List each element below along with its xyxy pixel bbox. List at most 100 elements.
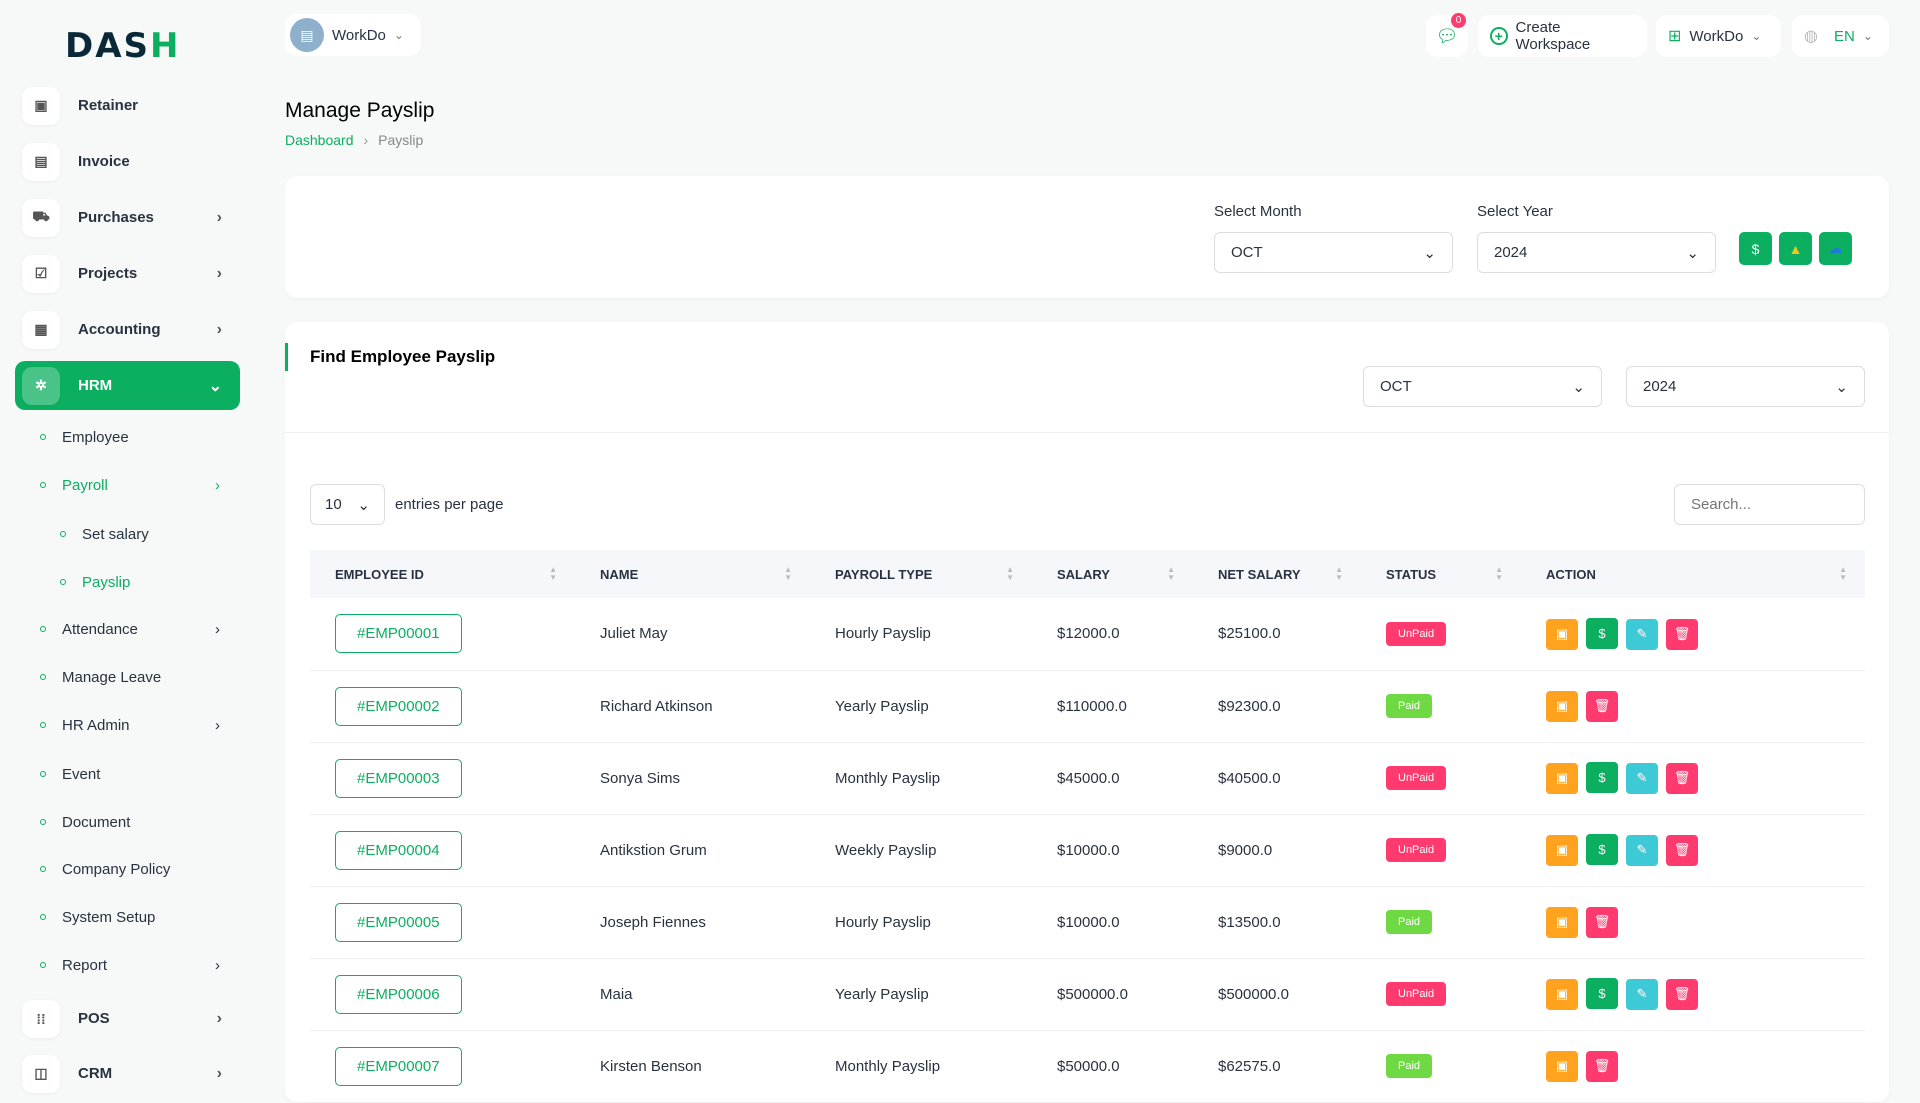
mark-paid-button[interactable]: $: [1586, 978, 1618, 1010]
messages-button[interactable]: 💬︎ 0: [1426, 13, 1468, 57]
view-payslip-button[interactable]: ▣: [1546, 618, 1578, 650]
plus-circle-icon: +: [1490, 27, 1508, 45]
workspace-menu[interactable]: ⊞ WorkDo ⌄: [1656, 15, 1781, 57]
sidebar-item-label: Projects: [78, 265, 138, 282]
delete-button[interactable]: 🗑︎: [1666, 618, 1698, 650]
salary: $10000.0: [1032, 814, 1193, 887]
trash-icon: 🗑︎: [1593, 1058, 1611, 1073]
employee-id-button[interactable]: #EMP00001: [335, 614, 462, 654]
column-header[interactable]: ACTION ▲ ▼: [1521, 550, 1865, 598]
sidebar-sub-attendance[interactable]: Attendance ›: [40, 614, 230, 644]
employee-id-button[interactable]: #EMP00002: [335, 686, 462, 726]
sidebar-item-hrm[interactable]: ✲ HRM ⌄: [15, 361, 240, 410]
sidebar-sub-system-setup[interactable]: System Setup: [40, 902, 230, 932]
trash-icon: 🗑︎: [1593, 914, 1611, 929]
file-icon: ▤: [22, 142, 60, 181]
employee-id-button[interactable]: #EMP00004: [335, 830, 462, 870]
sidebar-item-retainer[interactable]: ▣ Retainer: [15, 81, 240, 130]
sidebar-item-purchases[interactable]: ⛟ Purchases ›: [15, 193, 240, 242]
delete-button[interactable]: 🗑︎: [1666, 978, 1698, 1010]
sidebar-item-accounting[interactable]: ▦ Accounting ›: [15, 305, 240, 354]
delete-button[interactable]: 🗑︎: [1586, 1050, 1618, 1082]
delete-button[interactable]: 🗑︎: [1666, 762, 1698, 794]
find-month-select[interactable]: OCT ⌄: [1363, 366, 1602, 407]
google-drive-button[interactable]: ▲: [1779, 232, 1812, 265]
search-input[interactable]: [1674, 484, 1865, 525]
sidebar-item-label: Retainer: [78, 97, 139, 114]
sidebar-item-crm[interactable]: ◫ CRM ›: [15, 1049, 240, 1098]
create-workspace-button[interactable]: + Create Workspace: [1478, 15, 1647, 57]
chevron-down-icon: ⌄: [1835, 378, 1848, 396]
view-payslip-button[interactable]: ▣: [1546, 690, 1578, 722]
mark-paid-button[interactable]: $: [1586, 762, 1618, 794]
view-payslip-button[interactable]: ▣: [1546, 834, 1578, 866]
view-payslip-button[interactable]: ▣: [1546, 978, 1578, 1010]
bulk-payslip-button[interactable]: $: [1739, 232, 1772, 265]
column-header[interactable]: EMPLOYEE ID ▲ ▼: [310, 550, 575, 598]
sidebar-sub-manage-leave[interactable]: Manage Leave: [40, 662, 230, 692]
edit-button[interactable]: ✎: [1626, 762, 1658, 794]
sidebar-sub-hr-admin[interactable]: HR Admin ›: [40, 710, 230, 740]
employee-name: Joseph Fiennes: [575, 886, 810, 959]
sidebar-sub-report[interactable]: Report ›: [40, 950, 230, 980]
chevron-down-icon: ⌄: [1862, 29, 1873, 43]
edit-button[interactable]: ✎: [1626, 978, 1658, 1010]
sidebar-sub-event[interactable]: Event: [40, 759, 230, 789]
status-badge: Paid: [1386, 910, 1433, 934]
delete-button[interactable]: 🗑︎: [1586, 690, 1618, 722]
sidebar-item-label: Purchases: [78, 209, 154, 226]
table-row: #EMP00007 Kirsten Benson Monthly Payslip…: [310, 1030, 1865, 1103]
employee-id-button[interactable]: #EMP00005: [335, 902, 462, 942]
language-selector[interactable]: ◍ EN ⌄: [1792, 15, 1889, 57]
sidebar-item-pos[interactable]: ⁞⁞ POS ›: [15, 994, 240, 1043]
chevron-right-icon: ›: [216, 1064, 222, 1082]
employee-name: Kirsten Benson: [575, 1030, 810, 1103]
sub-label: Manage Leave: [62, 668, 162, 686]
delete-button[interactable]: 🗑︎: [1666, 834, 1698, 866]
sidebar-sub-company-policy[interactable]: Company Policy: [40, 854, 230, 884]
sidebar-sub-employee[interactable]: Employee: [40, 422, 230, 452]
mark-paid-button[interactable]: $: [1586, 834, 1618, 866]
sub-label: Attendance: [62, 620, 138, 638]
find-year-select[interactable]: 2024 ⌄: [1626, 366, 1865, 407]
month-label: Select Month: [1214, 203, 1302, 220]
trash-icon: 🗑︎: [1673, 770, 1691, 786]
sidebar-sub-payslip[interactable]: Payslip: [60, 567, 230, 597]
column-header[interactable]: STATUS ▲ ▼: [1361, 550, 1521, 598]
edit-button[interactable]: ✎: [1626, 834, 1658, 866]
payroll-type: Monthly Payslip: [810, 1030, 1032, 1103]
grid-dots-icon: ⁞⁞: [22, 999, 60, 1038]
sidebar-sub-set-salary[interactable]: Set salary: [60, 519, 230, 549]
column-header[interactable]: PAYROLL TYPE ▲ ▼: [810, 550, 1032, 598]
sidebar-item-label: POS: [78, 1010, 110, 1027]
year-select[interactable]: 2024 ⌄: [1477, 232, 1716, 273]
view-payslip-button[interactable]: ▣: [1546, 1050, 1578, 1082]
sort-icon: ▲ ▼: [1839, 565, 1847, 582]
net-salary: $13500.0: [1193, 886, 1361, 959]
sidebar-sub-payroll[interactable]: Payroll ›: [40, 470, 230, 500]
sidebar-sub-document[interactable]: Document: [40, 807, 230, 837]
breadcrumb-dashboard[interactable]: Dashboard: [285, 132, 354, 148]
view-payslip-button[interactable]: ▣: [1546, 762, 1578, 794]
workspace-name: WorkDo: [332, 26, 386, 44]
employee-id-button[interactable]: #EMP00003: [335, 758, 462, 798]
column-header[interactable]: SALARY ▲ ▼: [1032, 550, 1193, 598]
employee-id-button[interactable]: #EMP00006: [335, 974, 462, 1014]
workspace-selector[interactable]: ▤ WorkDo ⌄: [285, 14, 421, 56]
payroll-type: Yearly Payslip: [810, 670, 1032, 743]
view-payslip-button[interactable]: ▣: [1546, 906, 1578, 938]
mark-paid-button[interactable]: $: [1586, 618, 1618, 649]
chevron-down-icon: ⌄: [357, 496, 370, 514]
chevron-right-icon: ›: [216, 208, 222, 226]
column-header[interactable]: NAME ▲ ▼: [575, 550, 810, 598]
column-header[interactable]: NET SALARY ▲ ▼: [1193, 550, 1361, 598]
sub-label: Set salary: [82, 525, 149, 543]
sidebar-item-projects[interactable]: ☑ Projects ›: [15, 249, 240, 298]
sidebar-item-invoice[interactable]: ▤ Invoice: [15, 137, 240, 186]
onedrive-button[interactable]: ☁: [1819, 232, 1852, 265]
per-page-select[interactable]: 10 ⌄: [310, 484, 385, 525]
chevron-down-icon: ⌄: [1423, 244, 1436, 262]
delete-button[interactable]: 🗑︎: [1586, 906, 1618, 938]
month-select[interactable]: OCT ⌄: [1214, 232, 1453, 273]
edit-button[interactable]: ✎: [1626, 618, 1658, 650]
